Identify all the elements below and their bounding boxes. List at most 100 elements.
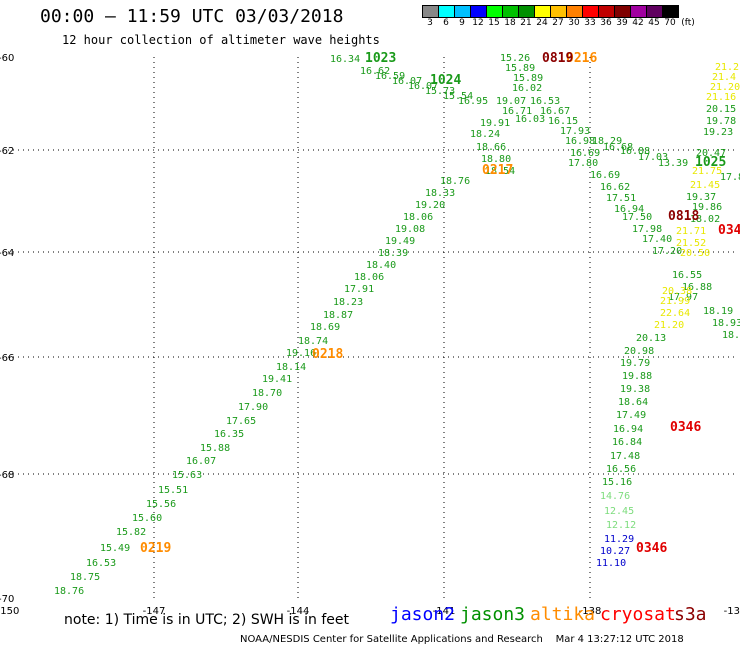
scale-label: 12 bbox=[472, 18, 484, 28]
scale-label: 33 bbox=[584, 18, 596, 28]
jason3-wave-height-label: 19.23 bbox=[703, 127, 733, 138]
jason3-wave-height-label: 16.84 bbox=[612, 437, 642, 448]
lat-tick-label: -68 bbox=[0, 470, 14, 481]
jason3-wave-height-label: 19.86 bbox=[692, 202, 722, 213]
jason3-wave-height-label: 16.62 bbox=[600, 182, 630, 193]
jason3-wave-height-label: 19.20 bbox=[415, 200, 445, 211]
altika-pass-time-label: 0219 bbox=[140, 541, 171, 556]
jason3-wave-height-label: 15.73 bbox=[425, 86, 455, 97]
lon-tick-label: -138 bbox=[579, 606, 602, 617]
altika-wave-height-label: 21.71 bbox=[676, 226, 706, 237]
jason3-wave-height-label: 12.45 bbox=[604, 506, 634, 517]
jason3-wave-height-label: 17.03 bbox=[638, 152, 668, 163]
scale-label: 9 bbox=[459, 18, 465, 28]
jason3-wave-height-label: 17.49 bbox=[616, 410, 646, 421]
jason3-wave-height-label: 17.90 bbox=[238, 402, 268, 413]
map-title: 00:00 – 11:59 UTC 03/03/2018 bbox=[40, 6, 344, 27]
altika-pass-time-label: 0216 bbox=[566, 51, 597, 66]
jason3-wave-height-label: 16.95 bbox=[458, 96, 488, 107]
cryosat-pass-time-label: 0346 bbox=[670, 420, 701, 435]
jason3-wave-height-label: 18.40 bbox=[366, 260, 396, 271]
jason3-wave-height-label: 18.02 bbox=[690, 214, 720, 225]
scale-label: 21 bbox=[520, 18, 532, 28]
jason3-wave-height-label: 16.69 bbox=[590, 170, 620, 181]
scale-label: 24 bbox=[536, 18, 548, 28]
scale-label: 42 bbox=[632, 18, 644, 28]
altika-pass-time-label: 0218 bbox=[312, 347, 343, 362]
jason3-wave-height-label: 16.15 bbox=[548, 116, 578, 127]
lon-tick-label: -147 bbox=[143, 606, 166, 617]
jason3-wave-height-label: 18.69 bbox=[310, 322, 340, 333]
jason3-wave-height-label: 17.50 bbox=[622, 212, 652, 223]
jason3-wave-height-label: 19.91 bbox=[480, 118, 510, 129]
jason3-wave-height-label: 16.68 bbox=[603, 142, 633, 153]
jason3-wave-height-label: 16.07 bbox=[408, 81, 438, 92]
jason3-wave-height-label: 16.34 bbox=[330, 54, 360, 65]
jason3-wave-height-label: 20.47 bbox=[696, 148, 726, 159]
jason3-wave-height-label: 18.64 bbox=[618, 397, 648, 408]
scale-label: 70 bbox=[664, 18, 676, 28]
jason3-wave-height-label: 17.20 bbox=[652, 246, 682, 257]
altika-wave-height-label: 22.64 bbox=[660, 308, 690, 319]
lon-tick-label: -144 bbox=[287, 606, 310, 617]
scale-label: 36 bbox=[600, 18, 612, 28]
jason3-pass-time-label: 1023 bbox=[365, 51, 396, 66]
jason3-wave-height-label: 16.67 bbox=[540, 106, 570, 117]
jason3-wave-height-label: 18.19 bbox=[703, 306, 733, 317]
jason3-wave-height-label: 15.51 bbox=[158, 485, 188, 496]
jason3-wave-height-label: 16.59 bbox=[375, 71, 405, 82]
jason3-wave-height-label: 18.14 bbox=[276, 362, 306, 373]
legend-altika: altika bbox=[530, 604, 596, 625]
jason3-wave-height-label: 16.88 bbox=[682, 282, 712, 293]
jason3-wave-height-label: 12.12 bbox=[606, 520, 636, 531]
altika-wave-height-label: 21.4 bbox=[712, 72, 736, 83]
jason3-wave-height-label: 19.88 bbox=[622, 371, 652, 382]
jason3-wave-height-label: 16.88 bbox=[620, 146, 650, 157]
jason2-wave-height-label: 10.27 bbox=[600, 546, 630, 557]
cryosat-pass-time-label: 0346 bbox=[718, 223, 740, 238]
scale-label: 39 bbox=[616, 18, 628, 28]
scale-label: 30 bbox=[568, 18, 580, 28]
jason3-wave-height-label: 20.13 bbox=[636, 333, 666, 344]
timestamp-text: Mar 4 13:27:12 UTC 2018 bbox=[555, 634, 684, 645]
jason3-wave-height-label: 18.93 bbox=[712, 318, 740, 329]
jason3-wave-height-label: 15.26 bbox=[500, 53, 530, 64]
jason3-wave-height-label: 17.97 bbox=[668, 292, 698, 303]
color-scale-legend: 3 6 9 12 15 18 21 24 27 30 33 36 39 42 45 70 (ft) bbox=[422, 5, 698, 28]
jason3-wave-height-label: 15.89 bbox=[505, 63, 535, 74]
lon-tick-label: -135 bbox=[724, 606, 740, 617]
jason3-wave-height-label: 15.60 bbox=[132, 513, 162, 524]
jason3-wave-height-label: 18.75 bbox=[70, 572, 100, 583]
jason3-wave-height-label: 18.66 bbox=[476, 142, 506, 153]
jason3-wave-height-label: 16.94 bbox=[614, 204, 644, 215]
jason3-wave-height-label: 18.54 bbox=[485, 166, 515, 177]
jason3-wave-height-label: 16.02 bbox=[512, 83, 542, 94]
altika-wave-height-label: 21.20 bbox=[710, 82, 740, 93]
jason3-wave-height-label: 18.74 bbox=[298, 336, 328, 347]
jason3-wave-height-label: 18.06 bbox=[354, 272, 384, 283]
scale-label: 18 bbox=[504, 18, 516, 28]
cryosat-pass-time-label: 0819 bbox=[542, 51, 573, 66]
jason3-wave-height-label: 19.49 bbox=[385, 236, 415, 247]
legend-s3a: s3a bbox=[674, 604, 707, 625]
jason3-wave-height-label: 17.85 bbox=[720, 172, 740, 183]
jason3-wave-height-label: 17.80 bbox=[568, 158, 598, 169]
jason3-wave-height-label: 17.65 bbox=[226, 416, 256, 427]
jason3-wave-height-label: 17.51 bbox=[606, 193, 636, 204]
jason3-wave-height-label: 16.56 bbox=[606, 464, 636, 475]
jason3-wave-height-label: 14.76 bbox=[600, 491, 630, 502]
jason3-wave-height-label: 18.06 bbox=[403, 212, 433, 223]
jason3-wave-height-label: 18.70 bbox=[252, 388, 282, 399]
jason3-wave-height-label: 15.16 bbox=[602, 477, 632, 488]
jason3-wave-height-label: 16.94 bbox=[613, 424, 643, 435]
altika-wave-height-label: 21.20 bbox=[654, 320, 684, 331]
credit-text: NOAA/NESDIS Center for Satellite Applica… bbox=[240, 634, 543, 645]
jason3-wave-height-label: 19.07 bbox=[496, 96, 526, 107]
legend-jason3: jason3 bbox=[460, 604, 526, 625]
jason3-wave-height-label: 18.76 bbox=[54, 586, 84, 597]
jason3-wave-height-label: 15.56 bbox=[146, 499, 176, 510]
jason3-wave-height-label: 17.93 bbox=[560, 126, 590, 137]
jason3-wave-height-label: 15.63 bbox=[172, 470, 202, 481]
lat-tick-label: -60 bbox=[0, 53, 14, 64]
